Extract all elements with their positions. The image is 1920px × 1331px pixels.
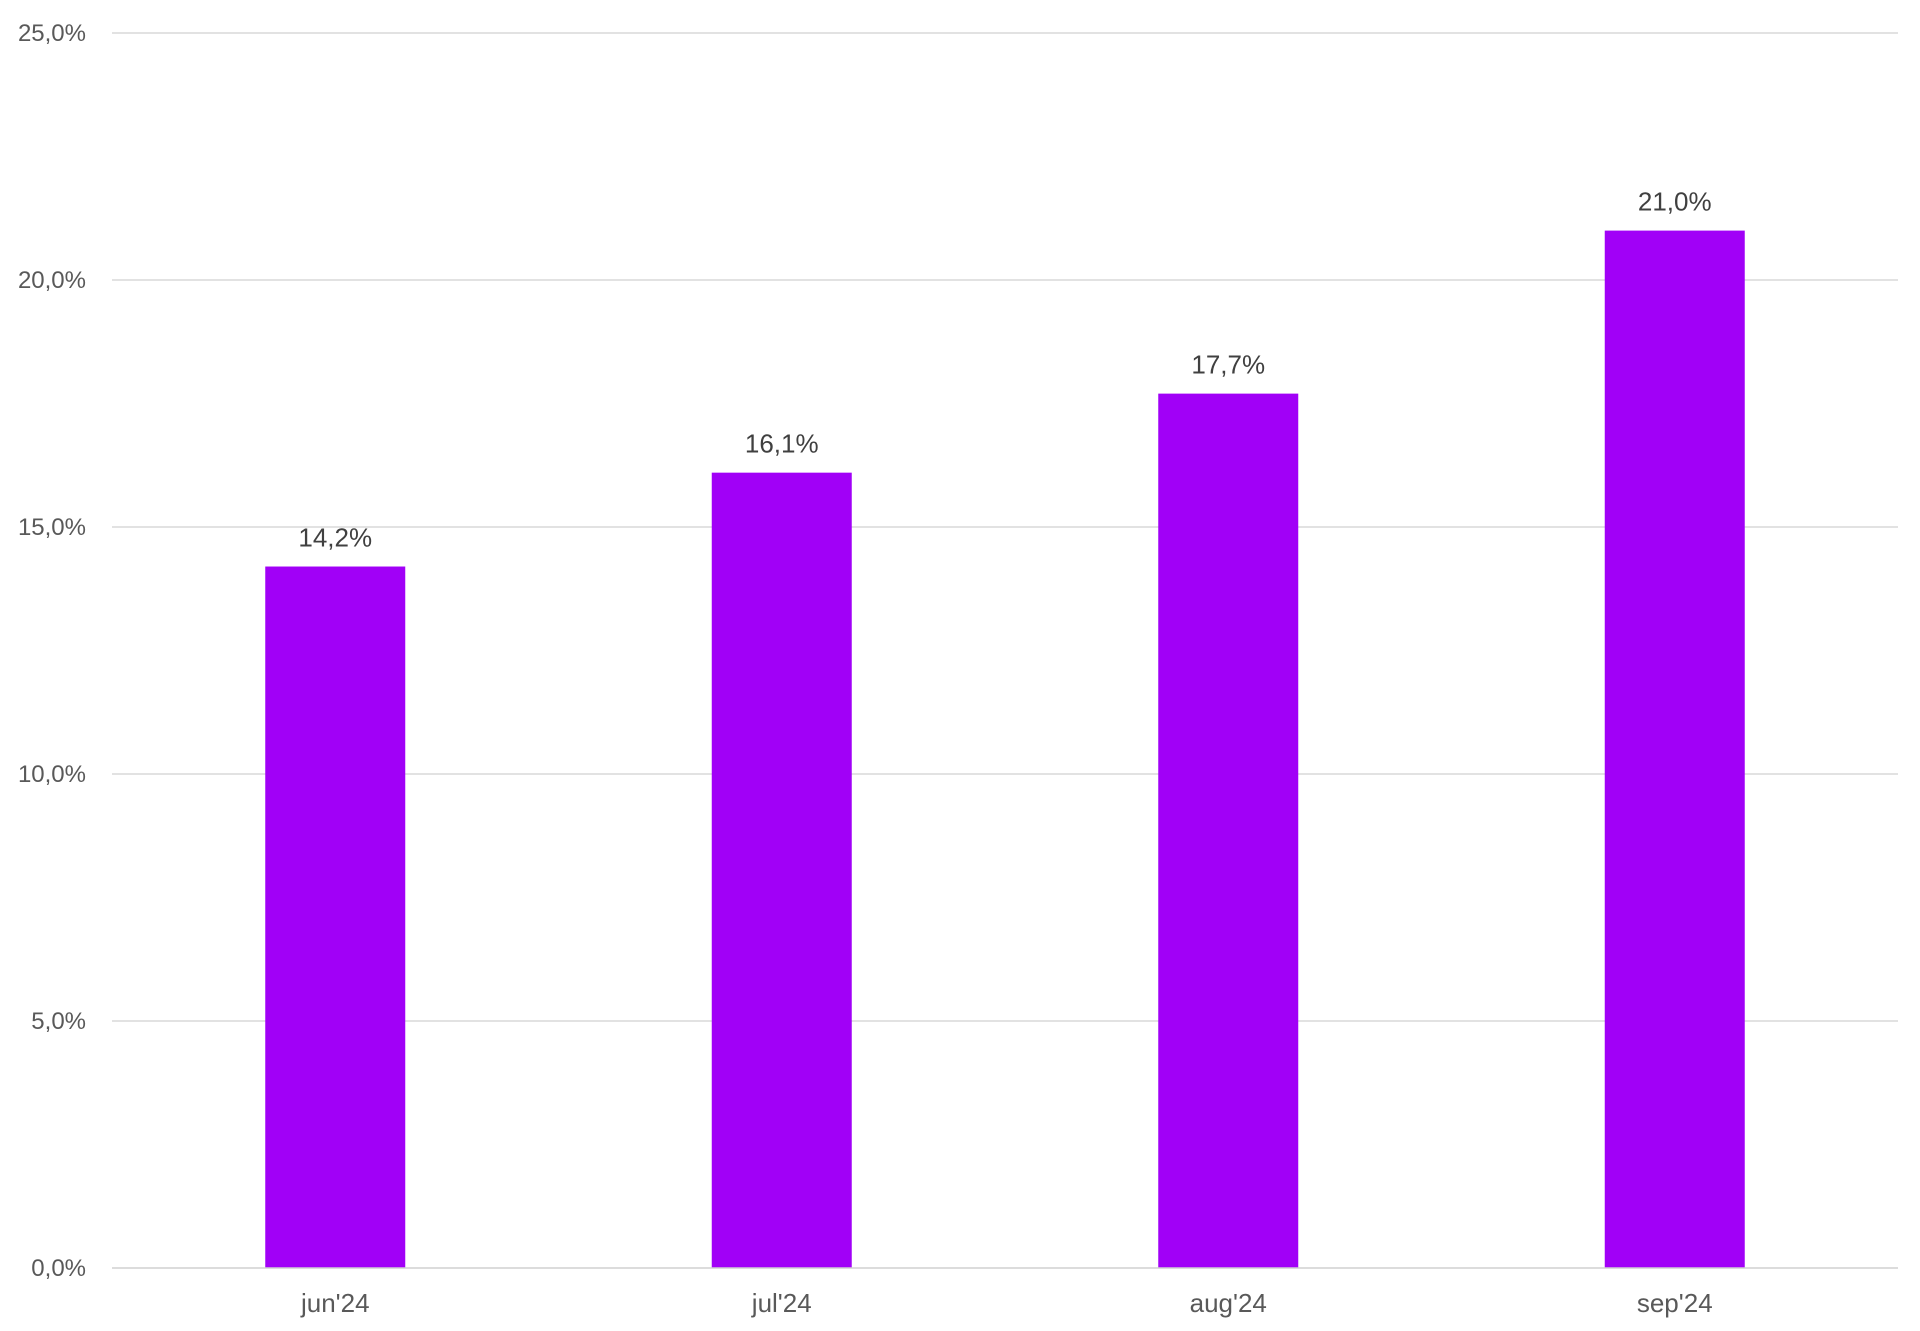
- bar: [711, 472, 852, 1268]
- y-tick-label: 5,0%: [31, 1008, 86, 1035]
- y-tick-label: 20,0%: [18, 267, 86, 294]
- bar: [265, 566, 406, 1268]
- x-tick-label: sep'24: [1637, 1288, 1713, 1318]
- x-axis-tick-labels: jun'24 jul'24 aug'24 sep'24: [300, 1288, 1713, 1318]
- bar: [1604, 230, 1745, 1269]
- y-tick-label: 15,0%: [18, 514, 86, 541]
- bars: [265, 230, 1745, 1269]
- x-tick-label: aug'24: [1190, 1288, 1267, 1318]
- data-label: 17,7%: [1191, 350, 1265, 380]
- bar: [1158, 393, 1299, 1268]
- y-tick-label: 25,0%: [18, 20, 86, 47]
- x-tick-label: jul'24: [751, 1288, 812, 1318]
- y-axis-tick-labels: 0,0% 5,0% 10,0% 15,0% 20,0% 25,0%: [18, 20, 86, 1282]
- y-tick-label: 0,0%: [31, 1255, 86, 1282]
- data-label: 16,1%: [745, 429, 819, 459]
- y-tick-label: 10,0%: [18, 761, 86, 788]
- x-tick-label: jun'24: [300, 1288, 370, 1318]
- data-label: 14,2%: [298, 523, 372, 553]
- data-labels: 14,2% 16,1% 17,7% 21,0%: [298, 187, 1711, 553]
- data-label: 21,0%: [1638, 187, 1712, 217]
- gridlines: [112, 32, 1898, 1022]
